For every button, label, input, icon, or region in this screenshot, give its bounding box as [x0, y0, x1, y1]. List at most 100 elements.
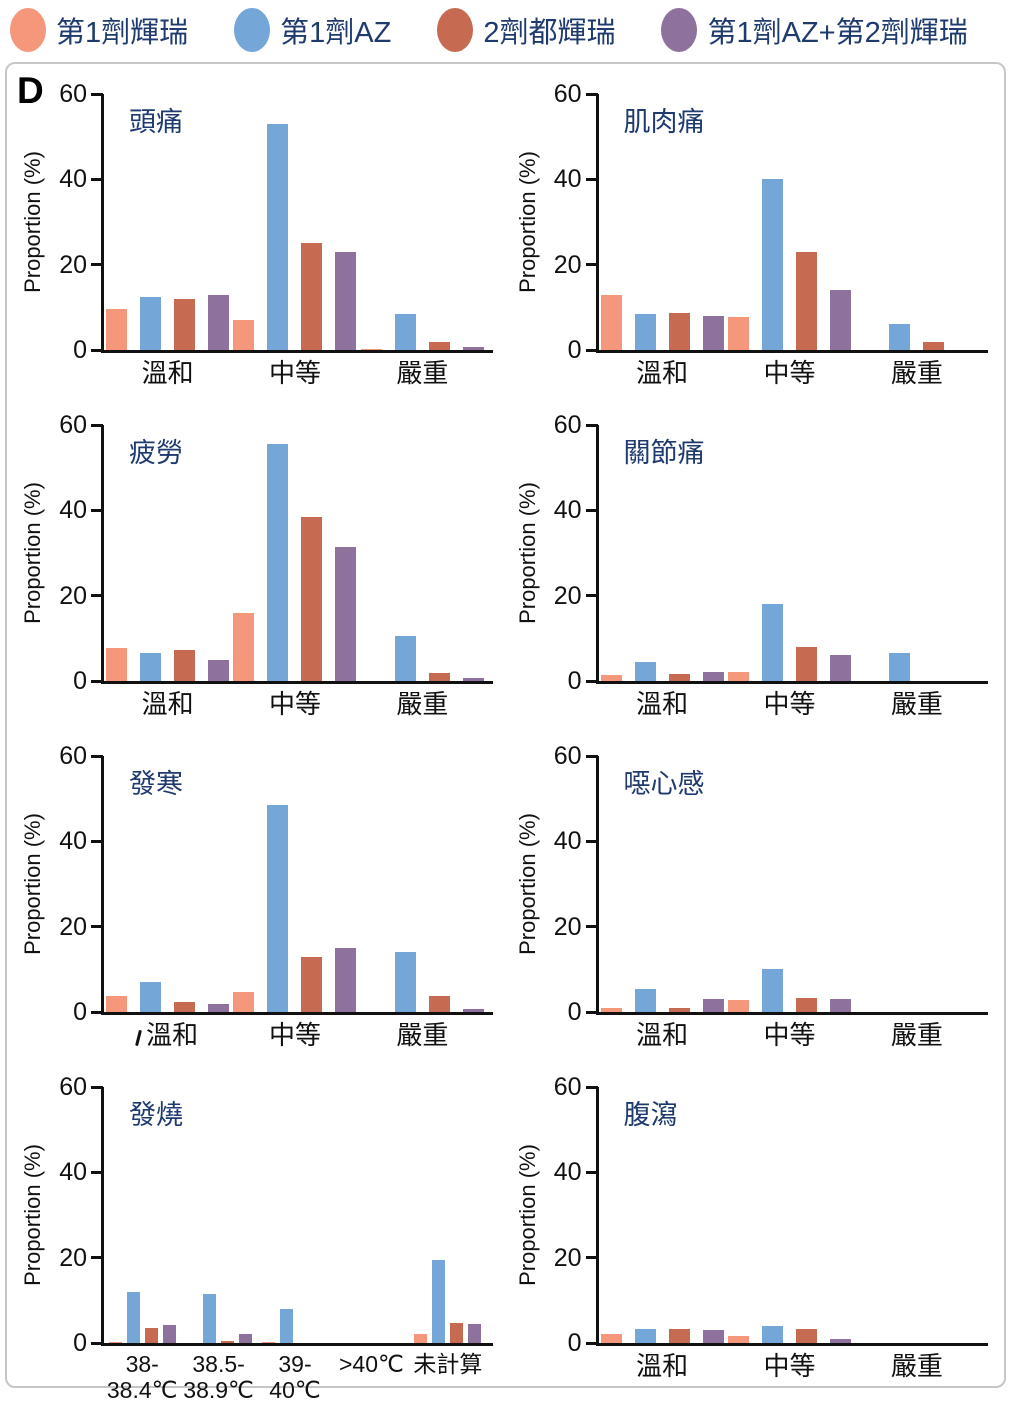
x-axis-line [595, 1012, 988, 1015]
legend-item-az-dose1: 第1劑AZ [234, 8, 391, 52]
figure-panel-box: D Proportion (%) 0 20 40 60 頭痛 溫和 中等 嚴重 Proportio… [5, 62, 1006, 1403]
bar-series-2 [140, 296, 162, 350]
y-axis-label: Proportion (%) [514, 1144, 540, 1286]
y-tick-mark [585, 1341, 598, 1345]
y-tick-label: 20 [59, 1243, 87, 1272]
bar-group [359, 952, 486, 1012]
bar-series-4 [829, 1339, 851, 1343]
charts-grid: Proportion (%) 0 20 40 60 頭痛 溫和 中等 嚴重 Proportion … [7, 64, 1004, 1403]
x-category-labels: 溫和 中等 嚴重 [104, 1020, 486, 1050]
bar-series-1 [727, 1335, 749, 1343]
x-category-text: 中等 [763, 1020, 816, 1050]
y-tick-mark [91, 1085, 103, 1089]
bar-series-2 [761, 179, 783, 350]
x-category-label: 溫和 [599, 358, 726, 388]
x-category-text: 39- 40℃ [269, 1351, 321, 1403]
x-category-label: >40℃ [333, 1351, 409, 1404]
bar-group [853, 653, 980, 681]
legend-swatch-circle [10, 8, 46, 52]
x-category-labels: 溫和 中等 嚴重 [104, 689, 486, 719]
stray-mark [135, 1029, 143, 1047]
bar-series-2 [634, 661, 656, 681]
y-tick-mark [585, 1170, 598, 1174]
bar-series-3 [795, 998, 817, 1012]
y-axis-line [101, 94, 104, 353]
y-tick-label: 20 [59, 250, 87, 279]
y-tick-mark [585, 839, 598, 843]
bar-series-1 [233, 320, 255, 350]
legend-swatch-circle [437, 8, 474, 52]
x-category-text: 中等 [268, 1020, 321, 1050]
chart-panel-5: Proportion (%) 0 20 40 60 發寒 溫和 中等 嚴重 [11, 730, 506, 1061]
chart-panel-8: Proportion (%) 0 20 40 60 腹瀉 溫和 中等 嚴重 [506, 1061, 1001, 1392]
y-tick-mark [585, 925, 598, 929]
y-tick-mark [585, 679, 598, 683]
x-category-label: 嚴重 [359, 689, 486, 719]
chart-panel-3: Proportion (%) 0 20 40 60 疲勞 溫和 中等 嚴重 [11, 399, 506, 730]
bar-series-4 [462, 346, 484, 350]
bar-series-3 [221, 1340, 235, 1343]
legend-label: 第1劑輝瑞 [56, 17, 189, 49]
bar-series-1 [106, 647, 128, 681]
x-category-text: 嚴重 [890, 1351, 943, 1381]
x-category-label: 中等 [726, 1351, 853, 1381]
chart-title: 腹瀉 [623, 1100, 678, 1130]
y-axis-label: Proportion (%) [514, 151, 540, 293]
x-category-text: 中等 [763, 358, 816, 388]
x-axis-line [101, 1343, 493, 1346]
legend-label: 第1劑AZ+第2劑輝瑞 [707, 17, 968, 49]
chart-title: 噁心感 [623, 769, 705, 799]
bar-series-4 [829, 655, 851, 681]
x-category-text: 溫和 [636, 1351, 689, 1381]
x-category-label: 中等 [726, 1020, 853, 1050]
bar-series-2 [140, 653, 162, 681]
y-tick-label: 20 [59, 912, 87, 941]
x-category-text: 中等 [268, 689, 321, 719]
y-tick-mark [91, 754, 103, 758]
bar-series-4 [162, 1325, 176, 1343]
x-category-labels: 溫和 中等 嚴重 [599, 358, 981, 388]
y-tick-mark [585, 348, 598, 352]
bar-series-3 [795, 1329, 817, 1343]
y-tick-label: 60 [59, 742, 87, 770]
bar-series-4 [829, 999, 851, 1012]
bar-groups [599, 94, 981, 350]
chart-panel-2: Proportion (%) 0 20 40 60 肌肉痛 溫和 中等 嚴重 [506, 68, 1001, 399]
bar-groups [599, 1087, 981, 1343]
y-tick-label: 0 [73, 998, 87, 1026]
bar-group [104, 294, 231, 350]
bar-series-3 [428, 673, 450, 681]
bar-series-3 [668, 673, 690, 681]
bar-group [104, 647, 231, 681]
chart-panel-6: Proportion (%) 0 20 40 60 噁心感 溫和 中等 嚴重 [506, 730, 1001, 1061]
bar-series-1 [360, 348, 382, 350]
bar-series-2 [126, 1291, 140, 1343]
bar-series-3 [301, 956, 323, 1012]
x-category-label: 嚴重 [359, 358, 486, 388]
legend: 第1劑輝瑞 第1劑AZ 2劑都輝瑞 第1劑AZ+第2劑輝瑞 [0, 0, 1011, 60]
y-tick-mark [585, 177, 598, 181]
x-category-labels: 38- 38.4℃ 38.5- 38.9℃ 39- 40℃ >40℃ 未計算 [104, 1351, 486, 1404]
bar-group [359, 636, 486, 681]
bar-series-4 [462, 677, 484, 681]
chart-title: 關節痛 [623, 438, 705, 468]
bar-series-1 [600, 294, 622, 350]
y-tick-mark [91, 839, 103, 843]
x-category-text: 嚴重 [396, 1020, 449, 1050]
x-category-text: 中等 [763, 689, 816, 719]
legend-item-az-then-pfizer: 第1劑AZ+第2劑輝瑞 [661, 8, 968, 52]
bar-series-3 [174, 649, 196, 681]
x-category-labels: 溫和 中等 嚴重 [599, 1020, 981, 1050]
y-tick-mark [91, 1010, 103, 1014]
x-category-text: 未計算 [413, 1351, 483, 1377]
x-category-text: 嚴重 [890, 1020, 943, 1050]
chart-title: 頭痛 [129, 107, 183, 137]
bar-series-2 [203, 1293, 217, 1343]
bar-series-1 [600, 1333, 622, 1343]
x-category-label: 39- 40℃ [257, 1351, 333, 1404]
y-axis-label: Proportion (%) [20, 151, 45, 293]
y-tick-label: 60 [553, 1073, 582, 1101]
bar-group [104, 1291, 180, 1343]
x-axis-line [101, 681, 493, 684]
